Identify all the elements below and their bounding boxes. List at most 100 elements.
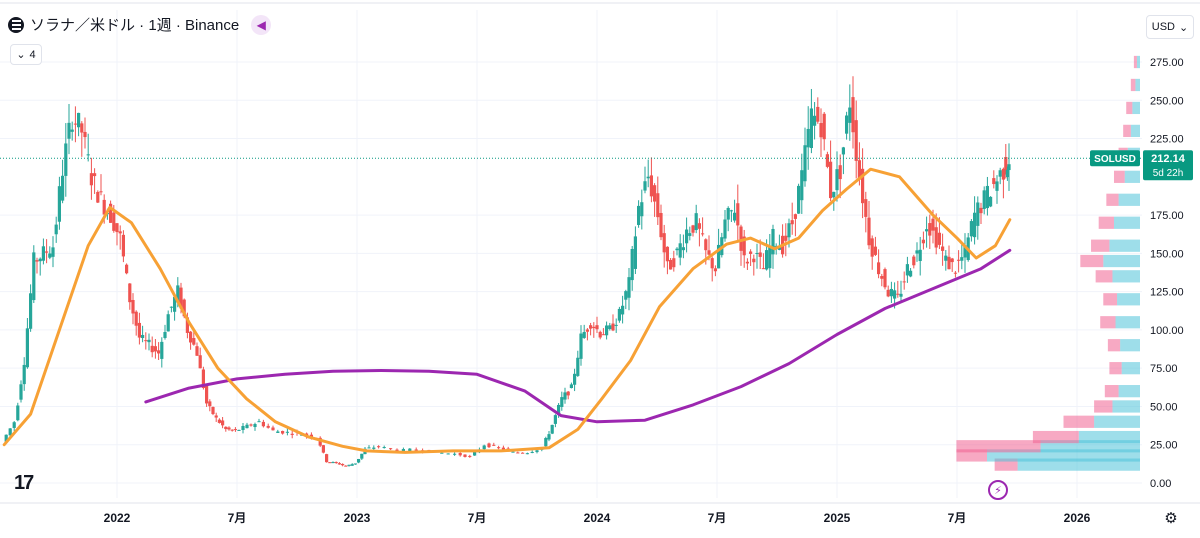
y-tick-label: 275.00	[1150, 57, 1184, 69]
candle-body	[257, 421, 261, 423]
candle-body	[214, 415, 218, 418]
candle-body	[717, 244, 721, 269]
candle-body	[525, 453, 529, 455]
candle-body	[511, 451, 515, 453]
candle-body	[535, 450, 539, 453]
candle-body	[736, 203, 740, 226]
candle-body	[649, 175, 653, 197]
candle-body	[211, 406, 215, 415]
volume-profile-down-bar	[1107, 339, 1121, 352]
symbol-title[interactable]: ソラナ／米ドル · 1週 · Binance	[30, 17, 240, 34]
tradingview-logo-icon[interactable]: 17	[14, 472, 34, 494]
ma-fast-line	[2, 167, 1012, 454]
candle-body	[672, 258, 676, 268]
candle-body	[835, 169, 839, 191]
candle-body	[579, 333, 583, 359]
candle-body	[473, 451, 477, 456]
candle-body	[237, 429, 241, 431]
candle-body	[726, 207, 730, 220]
candle-body	[605, 325, 609, 336]
chart-header: ソラナ／米ドル · 1週 · Binance ◀	[8, 14, 272, 35]
candle-body	[492, 444, 496, 446]
candle-body	[86, 154, 90, 156]
candle-body	[166, 314, 170, 332]
volume-profile-up-bar	[1117, 293, 1140, 306]
candle-body	[713, 268, 717, 272]
candle-body	[845, 115, 849, 134]
candle-body	[245, 424, 249, 429]
candle-body	[893, 290, 897, 299]
candle-body	[633, 236, 637, 269]
candle-body	[102, 199, 106, 215]
candle-body	[749, 251, 753, 254]
candle-body	[806, 128, 810, 148]
candle-body	[367, 447, 371, 449]
candle-body	[276, 431, 280, 433]
candle-body	[931, 218, 935, 231]
y-tick-label: 50.00	[1150, 401, 1178, 413]
collapse-indicators-button[interactable]: ⌄ 4	[10, 44, 42, 65]
x-tick-label: 7月	[468, 511, 487, 525]
candle-body	[825, 154, 829, 167]
volume-profile-down-bar	[1100, 316, 1116, 329]
moving-averages	[2, 167, 1012, 454]
candle-body	[344, 465, 348, 467]
volume-profile-down-bar	[1109, 362, 1122, 375]
candle-body	[915, 250, 919, 254]
candle-body	[790, 220, 794, 225]
currency-label: USD	[1151, 21, 1175, 33]
volume-profile-down-bar	[1063, 415, 1095, 428]
candle-body	[115, 223, 119, 233]
candle-body	[389, 448, 393, 450]
candle-body	[458, 452, 462, 456]
axes: 0.0025.0050.0075.00100.00125.00150.00175…	[0, 57, 1200, 525]
candle-body	[809, 108, 813, 149]
candle-body	[32, 252, 36, 301]
flash-icon[interactable]: ⚡	[988, 480, 1008, 500]
candle-body	[112, 212, 116, 231]
candle-body	[266, 425, 270, 428]
candle-body	[918, 249, 922, 262]
candle-body	[729, 210, 733, 212]
candle-body	[784, 235, 788, 241]
candle-body	[873, 246, 877, 255]
candle-body	[309, 434, 313, 438]
candle-body	[566, 391, 570, 396]
candle-body	[963, 245, 967, 258]
candle-body	[221, 420, 225, 426]
candle-body	[1007, 164, 1011, 171]
candle-body	[973, 212, 977, 238]
candle-body	[205, 385, 209, 404]
candle-body	[446, 453, 450, 455]
candle-body	[25, 328, 29, 368]
candle-body	[109, 203, 113, 223]
candle-body	[61, 175, 65, 201]
candle-body	[985, 185, 989, 209]
candle-body	[688, 233, 692, 236]
candle-body	[8, 428, 12, 436]
candle-body	[553, 415, 557, 424]
share-icon[interactable]: ◀	[251, 14, 272, 35]
candle-body	[576, 357, 580, 376]
candle-body	[463, 454, 467, 457]
volume-profile	[956, 55, 1140, 471]
candle-body	[957, 259, 961, 261]
grid-layer	[0, 10, 1142, 498]
candle-body	[854, 120, 858, 161]
candle-body	[950, 258, 954, 263]
candle-body	[643, 181, 647, 191]
candle-body	[582, 332, 586, 338]
candle-body	[589, 325, 593, 329]
candle-body	[848, 107, 852, 123]
candle-body	[813, 115, 817, 126]
candle-body	[224, 426, 228, 430]
currency-select[interactable]: USD ⌄	[1146, 15, 1194, 39]
candle-body	[793, 214, 797, 219]
candle-body	[937, 232, 941, 245]
settings-icon[interactable]: ⚙	[1164, 510, 1178, 527]
candle-body	[331, 462, 335, 464]
candle-body	[453, 453, 457, 455]
candle-body	[516, 452, 520, 454]
